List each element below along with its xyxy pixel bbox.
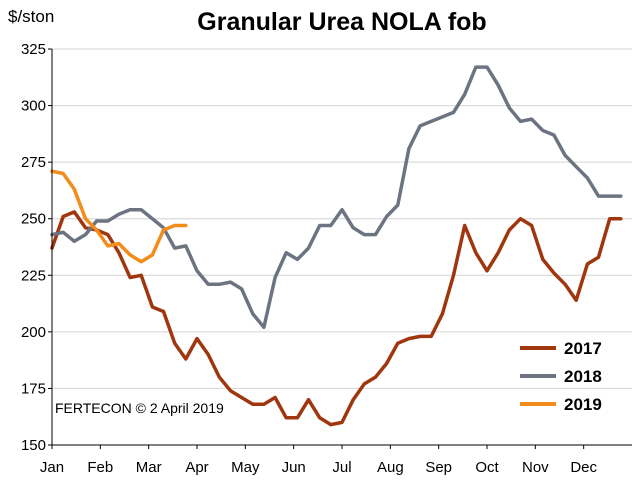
y-axis-unit-label: $/ston xyxy=(8,7,54,26)
x-tick-label: Mar xyxy=(136,459,162,476)
x-tick-label: Aug xyxy=(377,459,404,476)
y-tick-labels: 150 175 200 225 250 275 300 325 xyxy=(21,41,46,454)
legend-label-2017: 2017 xyxy=(564,339,602,358)
legend: 2017 2018 2019 xyxy=(520,339,602,414)
x-tick-label: Feb xyxy=(87,459,113,476)
x-tick-label: Jun xyxy=(282,459,306,476)
y-tick-label: 175 xyxy=(21,380,46,397)
x-tick-label: May xyxy=(231,459,260,476)
x-tick-labels: Jan Feb Mar Apr May Jun Jul Aug Sep Oct Nov Dec xyxy=(40,459,598,476)
series-line-2018 xyxy=(50,65,623,330)
y-tick-label: 200 xyxy=(21,324,46,341)
source-annotation: FERTECON © 2 April 2019 xyxy=(55,400,224,416)
y-tick-label: 325 xyxy=(21,41,46,58)
x-tick-label: Sep xyxy=(425,459,452,476)
x-tick-label: Apr xyxy=(185,459,208,476)
y-tick-label: 250 xyxy=(21,211,46,228)
series-line-2019 xyxy=(50,169,188,264)
y-tick-label: 150 xyxy=(21,437,46,454)
x-tick-label: Jan xyxy=(40,459,64,476)
y-tick-label: 275 xyxy=(21,154,46,171)
x-tick-label: Nov xyxy=(522,459,549,476)
chart-title: Granular Urea NOLA fob xyxy=(197,8,486,36)
x-tick-label: Jul xyxy=(332,459,351,476)
legend-label-2018: 2018 xyxy=(564,367,602,386)
gridlines xyxy=(52,48,632,389)
series-line-2017 xyxy=(50,210,623,427)
y-tick-label: 225 xyxy=(21,267,46,284)
y-tick-label: 300 xyxy=(21,98,46,115)
x-tick-label: Dec xyxy=(570,459,597,476)
series-lines xyxy=(50,65,623,427)
x-tick-label: Oct xyxy=(475,459,499,476)
legend-label-2019: 2019 xyxy=(564,395,602,414)
axes xyxy=(48,48,632,449)
